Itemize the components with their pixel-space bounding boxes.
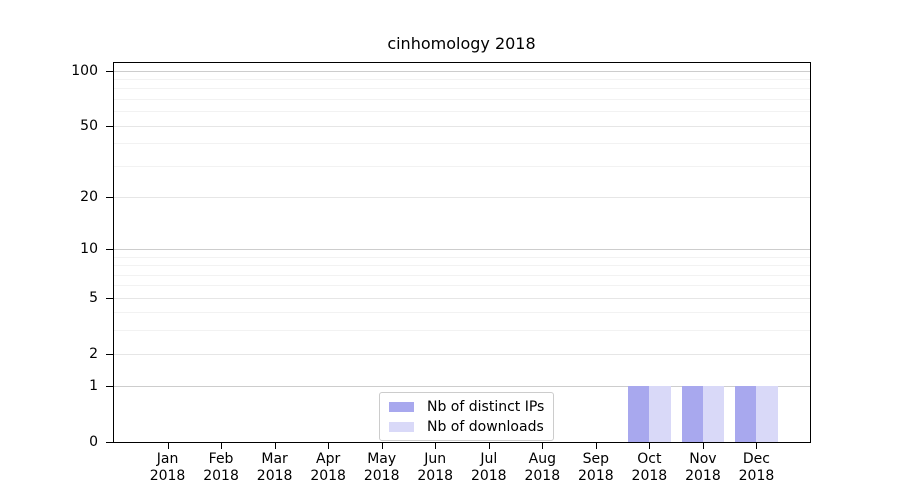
gridline-minor-30	[114, 165, 810, 167]
x-tick-label-oct: Oct 2018	[617, 451, 681, 485]
gridline-minor-6	[114, 285, 810, 287]
x-tick-aug	[542, 442, 544, 449]
x-tick-month: May	[367, 451, 397, 467]
bar-dec-nb-of-downloads	[756, 386, 778, 442]
plot-area: 0 1 2 5 10 20 50 100 Jan 2018 Feb 2018 Mar 2018 Apr 20…	[71, 62, 811, 484]
x-tick-month: Mar	[261, 451, 288, 467]
legend-label-distinct-ips: Nb of distinct IPs	[427, 398, 545, 415]
y-tick-label-10: 10	[80, 241, 98, 258]
x-tick-year: 2018	[738, 468, 775, 484]
gridline-minor-7	[114, 274, 810, 276]
gridline-minor-90	[114, 78, 810, 80]
y-tick-100	[106, 70, 113, 72]
x-tick-month: Jun	[424, 451, 447, 467]
y-tick-label-1: 1	[89, 378, 98, 395]
x-tick-month: Apr	[316, 451, 341, 467]
y-tick-2	[106, 353, 113, 355]
x-tick-year: 2018	[203, 468, 239, 484]
legend-label-downloads: Nb of downloads	[427, 418, 544, 435]
bar-oct-nb-of-distinct-ips	[627, 386, 650, 442]
x-tick-year: 2018	[578, 468, 614, 484]
gridline-minor-40	[114, 143, 810, 145]
x-tick-year: 2018	[685, 468, 721, 484]
legend-item-distinct-ips: Nb of distinct IPs	[389, 398, 544, 415]
y-tick-label-20: 20	[80, 188, 98, 205]
x-tick-year: 2018	[524, 468, 561, 484]
x-tick-year: 2018	[417, 468, 454, 484]
x-tick-jan	[167, 442, 169, 449]
x-tick-jul	[488, 442, 490, 449]
x-tick-label-may: May 2018	[350, 451, 414, 485]
y-tick-label-100: 100	[71, 62, 98, 79]
x-tick-feb	[221, 442, 223, 449]
x-tick-year: 2018	[310, 468, 346, 484]
gridline-10	[114, 249, 810, 251]
x-tick-sep	[595, 442, 597, 449]
x-tick-nov	[702, 442, 704, 449]
y-tick-label-5: 5	[89, 289, 98, 306]
y-tick-50	[106, 125, 113, 127]
x-tick-month: Dec	[742, 451, 770, 467]
y-tick-0	[106, 442, 113, 443]
y-tick-10	[106, 249, 113, 251]
x-tick-year: 2018	[470, 468, 507, 484]
gridline-5	[114, 297, 810, 299]
x-tick-month: Sep	[582, 451, 610, 467]
legend-item-downloads: Nb of downloads	[389, 418, 544, 435]
y-tick-1	[106, 386, 113, 388]
gridline-minor-70	[114, 98, 810, 100]
x-tick-year: 2018	[631, 468, 668, 484]
x-tick-month: Jan	[156, 451, 179, 467]
gridline-minor-3	[114, 330, 810, 332]
gridline-100	[114, 70, 810, 72]
x-tick-label-jan: Jan 2018	[136, 451, 200, 485]
y-tick-label-50: 50	[80, 117, 98, 134]
y-tick-20	[106, 196, 113, 198]
bar-nov-nb-of-downloads	[702, 386, 725, 442]
gridline-2	[114, 353, 810, 355]
gridline-minor-4	[114, 312, 810, 314]
x-tick-dec	[756, 442, 758, 449]
bar-dec-nb-of-distinct-ips	[735, 386, 757, 442]
y-tick-label-2: 2	[89, 345, 98, 362]
gridline-minor-8	[114, 265, 810, 267]
x-tick-jun	[435, 442, 437, 449]
x-tick-mar	[274, 442, 276, 449]
x-tick-may	[381, 442, 383, 449]
bar-nov-nb-of-distinct-ips	[681, 386, 703, 442]
bar-oct-nb-of-downloads	[649, 386, 671, 442]
y-tick-5	[106, 297, 113, 299]
gridline-50	[114, 125, 810, 127]
gridline-1	[114, 386, 810, 388]
legend-swatch-downloads	[389, 421, 414, 432]
x-tick-year: 2018	[363, 468, 400, 484]
legend-swatch-distinct-ips	[389, 401, 414, 412]
x-tick-label-feb: Feb 2018	[189, 451, 253, 485]
x-tick-apr	[328, 442, 330, 449]
x-tick-year: 2018	[256, 468, 293, 484]
x-tick-label-aug: Aug 2018	[510, 451, 574, 485]
x-tick-label-dec: Dec 2018	[724, 451, 788, 485]
y-tick-label-0: 0	[89, 434, 98, 450]
x-tick-label-jul: Jul 2018	[457, 451, 521, 485]
x-tick-label-mar: Mar 2018	[243, 451, 307, 485]
chart-title: cinhomology 2018	[387, 34, 536, 53]
gridline-20	[114, 196, 810, 198]
x-tick-label-apr: Apr 2018	[296, 451, 360, 485]
legend: Nb of distinct IPs Nb of downloads	[379, 392, 555, 441]
x-tick-year: 2018	[149, 468, 186, 484]
x-tick-month: Aug	[528, 451, 556, 467]
gridline-minor-9	[114, 256, 810, 258]
x-tick-label-nov: Nov 2018	[671, 451, 735, 485]
x-tick-oct	[649, 442, 651, 449]
gridline-minor-80	[114, 88, 810, 90]
x-tick-month: Jul	[480, 451, 498, 467]
x-tick-month: Oct	[637, 451, 662, 467]
gridline-minor-60	[114, 111, 810, 113]
x-tick-label-jun: Jun 2018	[403, 451, 467, 485]
x-tick-month: Nov	[689, 451, 717, 467]
x-tick-month: Feb	[208, 451, 234, 467]
x-tick-label-sep: Sep 2018	[564, 451, 628, 485]
